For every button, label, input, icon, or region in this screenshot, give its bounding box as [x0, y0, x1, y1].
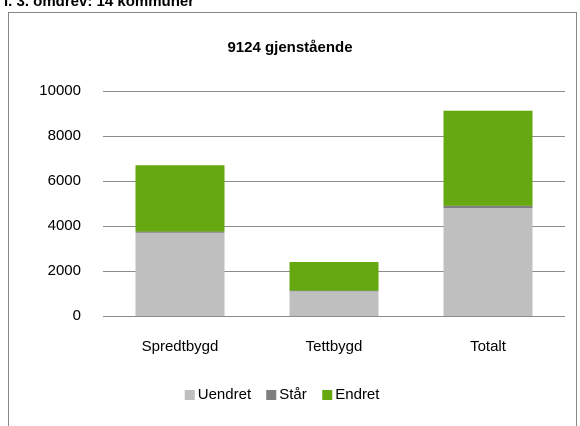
x-tick-label: Tettbygd — [306, 338, 363, 355]
header: l. 3. omdrev: 14 kommuner — [4, 0, 194, 10]
legend-swatch — [184, 390, 195, 400]
bar-segment — [289, 291, 379, 316]
bar-segment — [135, 231, 225, 233]
y-tick-label: 2000 — [48, 262, 81, 279]
y-tick-label: 8000 — [48, 127, 81, 144]
legend-label: Endret — [335, 386, 380, 403]
bar-segment — [443, 205, 533, 208]
y-tick-label: 6000 — [48, 172, 81, 189]
bar-segment — [443, 110, 533, 206]
x-tick-label: Spredtbygd — [142, 338, 219, 355]
y-tick-label: 0 — [73, 307, 81, 324]
y-tick-label: 4000 — [48, 217, 81, 234]
legend-swatch — [322, 390, 333, 400]
chart-title: 9124 gjenstående — [227, 39, 352, 56]
bar-segment — [443, 208, 533, 316]
bar-segment — [135, 165, 225, 232]
x-tick-label: Totalt — [470, 338, 507, 355]
bar-segment — [289, 262, 379, 291]
bar-segment — [289, 290, 379, 292]
y-tick-label: 10000 — [39, 82, 81, 99]
legend-swatch — [266, 390, 277, 400]
legend-label: Står — [279, 386, 307, 403]
legend-label: Uendret — [198, 386, 252, 403]
bar-segment — [135, 232, 225, 316]
